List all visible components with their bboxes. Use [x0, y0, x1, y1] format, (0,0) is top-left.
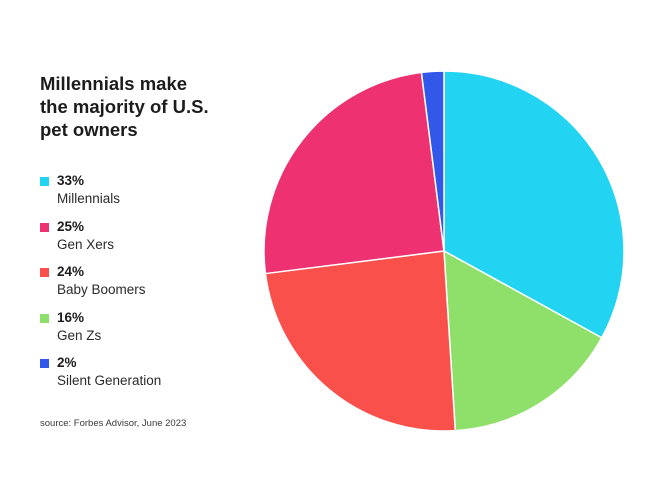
legend-swatch	[40, 177, 49, 186]
legend-swatch	[40, 268, 49, 277]
legend-label: Baby Boomers	[57, 282, 146, 297]
pie-slice-millennials	[443, 70, 625, 339]
pie-slice-silent-generation	[420, 70, 445, 252]
legend-item-gen-xers: 25% Gen Xers	[40, 218, 250, 264]
chart-title-line: the majority of U.S.	[40, 96, 209, 117]
legend-label: Millennials	[57, 191, 121, 206]
legend-swatch	[40, 359, 49, 368]
legend-value: 25%	[57, 218, 85, 234]
chart-title: Millennials make the majority of U.S. pe…	[40, 72, 240, 141]
legend-value: 33%	[57, 173, 85, 188]
legend-swatch	[40, 222, 49, 232]
legend-value: 16%	[57, 309, 85, 325]
chart-title-line: Millennials make	[40, 73, 188, 94]
pie-slice-gen-zs	[443, 250, 603, 432]
legend-item-silent-generation: 2% Silent Generation	[40, 354, 250, 400]
legend-label: Silent Generation	[57, 373, 162, 388]
legend-item-baby-boomers: 24% Baby Boomers	[40, 263, 250, 309]
legend-item-millennials: 33% Millennials	[40, 172, 250, 218]
pie-slice-baby-boomers	[264, 250, 457, 432]
chart-legend: 33% Millennials 25% Gen Xers 24% Baby Bo…	[40, 172, 250, 400]
pie-slice-gen-xers	[263, 71, 445, 275]
legend-value: 24%	[57, 264, 85, 279]
chart-title-line: pet owners	[40, 119, 138, 140]
legend-item-gen-zs: 16% Gen Zs	[40, 309, 250, 355]
legend-value: 2%	[57, 355, 77, 370]
source-note: source: Forbes Advisor, June 2023	[40, 418, 187, 429]
legend-swatch	[40, 313, 49, 323]
legend-label: Gen Xers	[57, 236, 115, 252]
legend-label: Gen Zs	[57, 327, 102, 343]
